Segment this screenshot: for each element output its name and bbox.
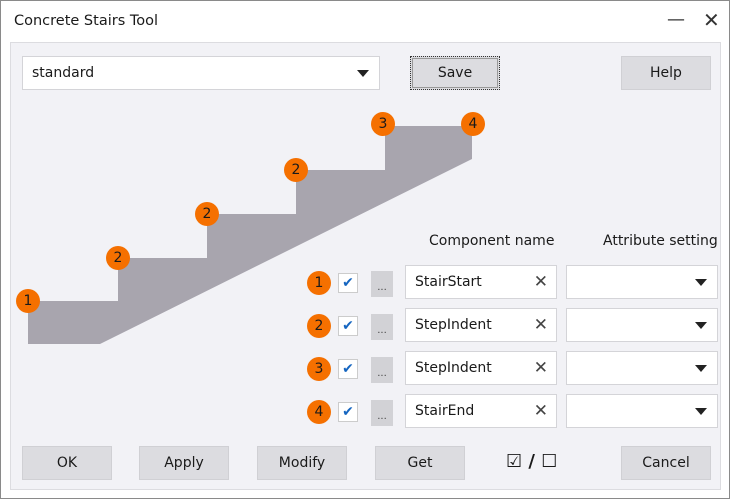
browse-button[interactable]: ... — [371, 314, 393, 340]
chevron-down-icon — [695, 322, 707, 329]
clear-icon[interactable]: ✕ — [533, 358, 548, 378]
badge-2: 2 — [106, 246, 130, 270]
close-icon[interactable]: ✕ — [703, 8, 720, 32]
row-checkbox[interactable]: ✔ — [338, 316, 358, 336]
attribute-setting-header: Attribute setting — [603, 233, 718, 249]
minimize-icon[interactable]: — — [667, 9, 685, 30]
window-title: Concrete Stairs Tool — [14, 13, 159, 29]
component-name-value: StepIndent — [415, 360, 492, 376]
attribute-dropdown[interactable] — [566, 351, 718, 385]
clear-icon[interactable]: ✕ — [533, 272, 548, 292]
get-button[interactable]: Get — [375, 446, 465, 480]
attribute-dropdown[interactable] — [566, 394, 718, 428]
help-button[interactable]: Help — [621, 56, 711, 90]
component-name-field[interactable]: StairEnd ✕ — [405, 394, 557, 428]
preset-value: standard — [32, 65, 95, 81]
browse-button[interactable]: ... — [371, 357, 393, 383]
row-number-badge: 1 — [307, 271, 331, 295]
preset-dropdown[interactable]: standard — [22, 56, 380, 90]
component-name-field[interactable]: StairStart ✕ — [405, 265, 557, 299]
toggle-all-checkboxes[interactable]: ☑ / ☐ — [506, 451, 558, 472]
badge-2: 2 — [195, 202, 219, 226]
chevron-down-icon — [695, 279, 707, 286]
component-name-value: StairStart — [415, 274, 482, 290]
row-number-badge: 2 — [307, 314, 331, 338]
save-button[interactable]: Save — [410, 56, 500, 90]
attribute-dropdown[interactable] — [566, 308, 718, 342]
chevron-down-icon — [695, 408, 707, 415]
row-number-badge: 3 — [307, 357, 331, 381]
row-number-badge: 4 — [307, 400, 331, 424]
attribute-dropdown[interactable] — [566, 265, 718, 299]
modify-button[interactable]: Modify — [257, 446, 347, 480]
badge-1: 1 — [16, 289, 40, 313]
component-name-header: Component name — [429, 233, 555, 249]
component-name-field[interactable]: StepIndent ✕ — [405, 308, 557, 342]
browse-button[interactable]: ... — [371, 400, 393, 426]
row-checkbox[interactable]: ✔ — [338, 359, 358, 379]
apply-button[interactable]: Apply — [139, 446, 229, 480]
component-name-value: StairEnd — [415, 403, 475, 419]
content-panel: standard Save Help 1 2 2 2 3 4 Component… — [10, 42, 721, 490]
stair-shape — [28, 126, 472, 344]
clear-icon[interactable]: ✕ — [533, 401, 548, 421]
row-checkbox[interactable]: ✔ — [338, 273, 358, 293]
browse-button[interactable]: ... — [371, 271, 393, 297]
badge-3: 3 — [371, 112, 395, 136]
row-checkbox[interactable]: ✔ — [338, 402, 358, 422]
stairs-diagram — [28, 126, 472, 344]
badge-2: 2 — [284, 158, 308, 182]
ok-button[interactable]: OK — [22, 446, 112, 480]
chevron-down-icon — [357, 70, 369, 77]
clear-icon[interactable]: ✕ — [533, 315, 548, 335]
chevron-down-icon — [695, 365, 707, 372]
badge-4: 4 — [461, 112, 485, 136]
component-name-value: StepIndent — [415, 317, 492, 333]
component-name-field[interactable]: StepIndent ✕ — [405, 351, 557, 385]
cancel-button[interactable]: Cancel — [621, 446, 711, 480]
